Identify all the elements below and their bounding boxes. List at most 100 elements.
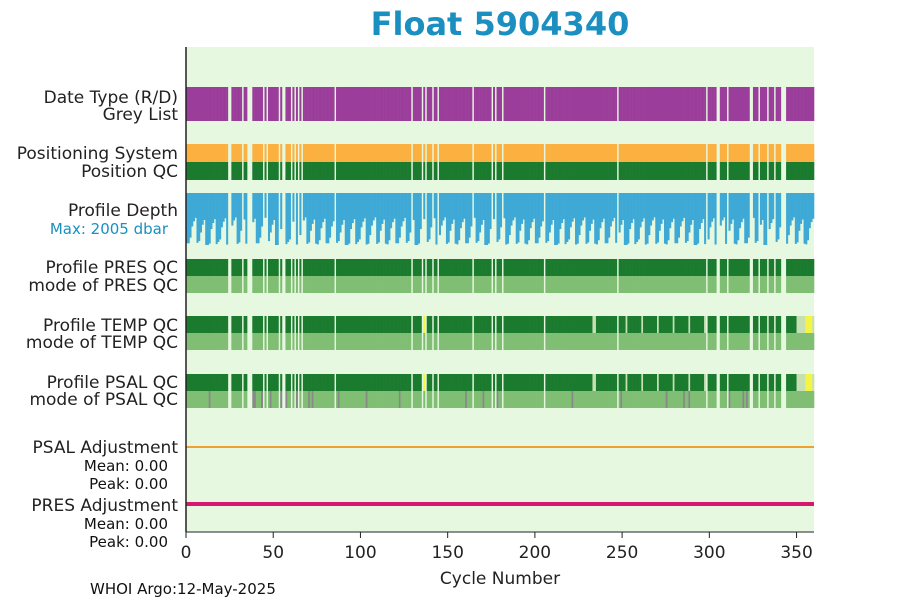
cycle-65-position-qc — [299, 162, 302, 180]
cycle-3-psal-qc — [191, 374, 194, 391]
cycle-277-psal-mode — [669, 391, 672, 408]
cycle-267-temp-mode — [651, 333, 654, 350]
cycle-109-positioning — [376, 144, 379, 162]
cycle-131-psal-mode — [414, 391, 417, 408]
cycle-345-psal-mode — [787, 391, 790, 408]
cycle-239-position-qc — [602, 162, 605, 180]
cycle-286-psal-qc — [684, 374, 687, 391]
cycle-264-profile-depth — [646, 193, 649, 244]
cycle-211-positioning — [554, 144, 557, 162]
cycle-51-pres-mode — [274, 276, 278, 293]
cycle-230-pres-mode — [587, 276, 590, 293]
cycle-47-psal-qc — [267, 374, 271, 391]
cycle-91-positioning — [344, 144, 347, 162]
cycle-312-pres-mode — [730, 276, 733, 293]
cycle-242-pres-qc — [608, 259, 611, 276]
cycle-221-psal-mode — [571, 391, 574, 408]
cycle-39-temp-qc — [254, 316, 257, 333]
cycle-107-psal-mode — [372, 391, 375, 408]
cycle-30-pres-mode — [238, 276, 241, 293]
cycle-307-temp-mode — [721, 333, 724, 350]
cycle-128-temp-qc — [409, 316, 412, 333]
cycle-281-temp-qc — [676, 316, 679, 333]
cycle-173-pres-mode — [487, 276, 490, 293]
cycle-231-temp-qc — [588, 316, 592, 333]
cycle-209-temp-qc — [550, 316, 553, 333]
cycle-355-pres-qc — [805, 259, 808, 276]
cycle-187-position-qc — [512, 162, 515, 180]
cycle-9-date-type — [201, 87, 204, 121]
cycle-20-temp-qc — [220, 316, 223, 333]
cycle-76-profile-depth — [318, 193, 321, 241]
cycle-30-temp-mode — [238, 333, 241, 350]
cycle-159-position-qc — [463, 162, 466, 180]
cycle-73-date-type — [313, 87, 316, 121]
cycle-268-pres-qc — [653, 259, 656, 276]
cycle-339-psal-mode — [777, 391, 780, 408]
cycle-350-pres-qc — [796, 259, 799, 276]
cycle-222-positioning — [573, 144, 576, 162]
cycle-346-position-qc — [789, 162, 792, 180]
cycle-221-position-qc — [571, 162, 574, 180]
cycle-336-temp-qc — [772, 316, 775, 333]
cycle-47-profile-depth — [267, 193, 271, 242]
cycle-96-pres-qc — [353, 259, 356, 276]
cycle-4-temp-qc — [192, 316, 196, 333]
cycle-222-psal-mode — [573, 391, 576, 408]
cycle-250-psal-qc — [622, 374, 625, 391]
cycle-120-profile-depth — [395, 193, 398, 244]
cycle-226-positioning — [580, 144, 583, 162]
cycle-74-temp-mode — [315, 333, 318, 350]
cycle-291-pres-mode — [693, 276, 696, 293]
cycle-266-temp-mode — [650, 333, 653, 350]
cycle-54-temp-mode — [280, 333, 283, 350]
cycle-147-positioning — [442, 144, 445, 162]
cycle-321-position-qc — [745, 162, 749, 180]
cycle-315-psal-mode — [735, 391, 738, 408]
cycle-219-pres-qc — [568, 259, 571, 276]
cycle-347-temp-mode — [791, 333, 794, 350]
cycle-249-profile-depth — [620, 193, 623, 225]
cycle-70-pres-qc — [308, 259, 311, 276]
cycle-329-position-qc — [759, 162, 762, 180]
cycle-269-psal-qc — [655, 374, 658, 391]
cycle-72-position-qc — [311, 162, 314, 180]
cycle-136-psal-qc — [423, 374, 426, 391]
cycle-72-date-type — [311, 87, 314, 121]
cycle-284-psal-qc — [681, 374, 684, 391]
cycle-274-psal-mode — [663, 391, 667, 408]
cycle-229-positioning — [585, 144, 588, 162]
cycle-218-pres-mode — [566, 276, 569, 293]
cycle-65-temp-mode — [299, 333, 302, 350]
cycle-191-temp-qc — [519, 316, 522, 333]
cycle-241-psal-mode — [606, 391, 609, 408]
cycle-234-pres-mode — [594, 276, 597, 293]
cycle-180-positioning — [500, 144, 503, 162]
cycle-268-pres-mode — [653, 276, 656, 293]
cycle-163-pres-qc — [470, 259, 473, 276]
cycle-335-psal-qc — [770, 374, 773, 391]
cycle-18-temp-qc — [217, 316, 220, 333]
cycle-345-psal-qc — [787, 374, 790, 391]
cycle-138-psal-qc — [426, 374, 429, 391]
cycle-12-temp-qc — [206, 316, 209, 333]
cycle-233-pres-qc — [592, 259, 595, 276]
cycle-292-psal-mode — [695, 391, 698, 408]
cycle-1-position-qc — [187, 162, 190, 180]
cycle-309-psal-qc — [725, 374, 728, 391]
cycle-347-psal-qc — [791, 374, 794, 391]
cycle-283-temp-mode — [679, 333, 682, 350]
cycle-309-psal-mode — [725, 391, 728, 408]
cycle-72-pres-qc — [311, 259, 314, 276]
cycle-256-date-type — [632, 87, 635, 121]
cycle-134-position-qc — [419, 162, 422, 180]
cycle-253-date-type — [627, 87, 630, 121]
cycle-358-position-qc — [810, 162, 813, 180]
cycle-170-profile-depth — [482, 193, 485, 221]
cycle-80-temp-qc — [325, 316, 328, 333]
cycle-145-psal-mode — [438, 391, 441, 408]
cycle-211-temp-qc — [554, 316, 557, 333]
cycle-190-date-type — [517, 87, 520, 121]
cycle-316-pres-qc — [737, 259, 740, 276]
cycle-73-pres-mode — [313, 276, 316, 293]
